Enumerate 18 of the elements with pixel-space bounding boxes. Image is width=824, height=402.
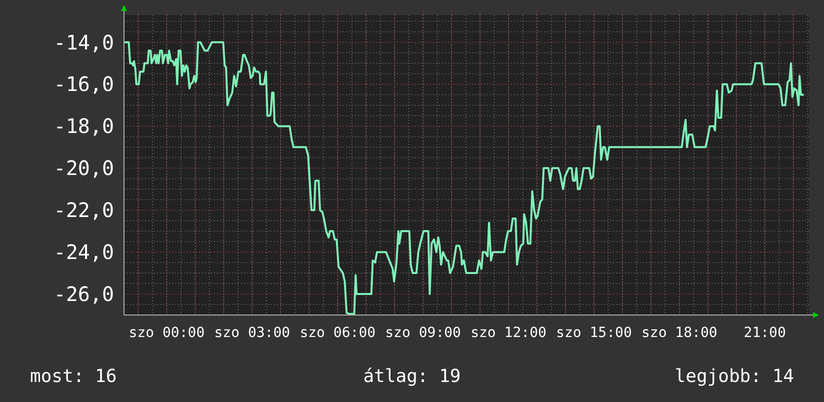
y-tick-label: -22,0 xyxy=(54,198,114,222)
x-tick-label: szo 18:00 xyxy=(641,325,718,341)
y-tick-label: -26,0 xyxy=(54,282,114,306)
x-tick-label: szo 12:00 xyxy=(470,325,546,341)
y-tick-label: -14,0 xyxy=(54,30,114,54)
y-tick-label: -16,0 xyxy=(54,72,114,96)
y-tick-label: -20,0 xyxy=(54,156,114,180)
x-tick-label: szo 15:00 xyxy=(556,325,632,341)
y-tick-label: -18,0 xyxy=(54,114,114,138)
x-tick-label: szo 09:00 xyxy=(385,325,461,341)
x-tick-label: szo 03:00 xyxy=(214,325,290,341)
text: átlag: 19 xyxy=(363,366,461,387)
x-tick-label: szo 06:00 xyxy=(300,325,376,341)
y-tick-label: -24,0 xyxy=(54,240,114,264)
text: legjobb: 14 xyxy=(674,366,794,387)
x-tick-label: szo 00:00 xyxy=(128,325,205,341)
x-tick-label: 21:00 xyxy=(744,325,786,341)
text: most: 16 xyxy=(30,366,117,387)
